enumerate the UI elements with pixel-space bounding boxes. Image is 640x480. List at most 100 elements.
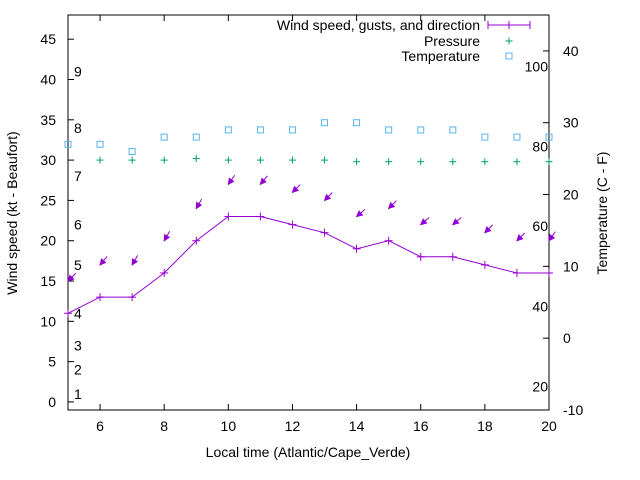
wind-point (320, 228, 329, 237)
y-right-tick-label: 40 (563, 43, 579, 59)
wind-point (288, 220, 297, 229)
pressure-point (449, 158, 457, 166)
beaufort-label: 3 (74, 338, 82, 354)
legend-label-wind: Wind speed, gusts, and direction (277, 17, 480, 33)
temperature-point (288, 126, 296, 134)
temperature-point (224, 126, 232, 134)
y-left-tick-label: 45 (40, 31, 56, 47)
x-tick-label: 14 (349, 418, 365, 434)
temperature-point (256, 126, 264, 134)
temperature-point (385, 126, 393, 134)
pressure-point (385, 158, 393, 166)
temperature-point (449, 126, 457, 134)
gust-arrow (131, 255, 139, 266)
y-left-axis-title: Wind speed (kt - Beaufort) (4, 131, 20, 294)
fahrenheit-label: 20 (532, 378, 548, 394)
x-tick-label: 20 (541, 418, 557, 434)
gust-arrow (163, 230, 171, 242)
x-axis-title: Local time (Atlantic/Cape_Verde) (206, 444, 411, 460)
series-layer (64, 119, 556, 318)
pressure-point (256, 156, 264, 164)
y-left-tick-label: 30 (40, 152, 56, 168)
beaufort-label: 7 (74, 168, 82, 184)
beaufort-labels: 1 2 3 4 5 6 7 8 9 (74, 63, 82, 401)
plot-frame (67, 14, 550, 411)
fahrenheit-label: 100 (525, 59, 549, 75)
gust-arrow (451, 217, 462, 226)
x-tick-label: 16 (413, 418, 429, 434)
legend-mark-pressure (505, 37, 513, 45)
pressure-point (481, 158, 489, 166)
temperature-point (96, 140, 104, 148)
temperature-point (128, 147, 136, 155)
pressure-point (321, 156, 329, 164)
wind-speed-line (67, 216, 549, 314)
x-tick-label: 8 (160, 418, 168, 434)
gust-arrow (195, 198, 203, 210)
temperature-point (513, 133, 521, 141)
pressure-point (96, 156, 104, 164)
gust-arrow (67, 272, 77, 282)
temperature-point (417, 126, 425, 134)
x-axis-ticks: 6 8 10 12 14 16 18 20 (96, 15, 557, 434)
series-wind (64, 174, 556, 318)
wind-point (512, 268, 521, 277)
beaufort-label: 9 (74, 63, 82, 79)
series-pressure (96, 154, 553, 166)
temperature-point (321, 119, 329, 127)
gust-arrow (99, 256, 108, 266)
wind-point (192, 236, 201, 245)
fahrenheit-label: 40 (532, 299, 548, 315)
y-right-axis-ticks: -10 0 10 20 30 40 (543, 43, 583, 418)
y-left-tick-label: 25 (40, 192, 56, 208)
y-left-tick-label: 35 (40, 112, 56, 128)
beaufort-label: 4 (74, 305, 82, 321)
wind-point (352, 244, 361, 253)
y-right-tick-label: -10 (563, 402, 583, 418)
y-left-tick-label: 5 (48, 354, 56, 370)
y-left-tick-label: 0 (48, 394, 56, 410)
y-left-tick-label: 15 (40, 273, 56, 289)
gust-arrow (516, 232, 526, 242)
beaufort-label: 6 (74, 217, 82, 233)
pressure-point (353, 158, 361, 166)
wind-point (96, 293, 105, 302)
beaufort-label: 1 (74, 386, 82, 402)
temperature-point (192, 133, 200, 141)
x-tick-label: 12 (285, 418, 301, 434)
gust-arrow (323, 192, 333, 202)
wind-point (128, 293, 137, 302)
y-left-axis-ticks: 0 5 10 15 20 25 30 35 40 45 (40, 31, 74, 410)
x-tick-label: 10 (221, 418, 237, 434)
wind-point (480, 260, 489, 269)
legend-mark-temperature (505, 52, 513, 60)
fahrenheit-labels: 20 40 60 80 100 (525, 59, 549, 395)
pressure-point (545, 158, 553, 166)
y-left-tick-label: 10 (40, 313, 56, 329)
wind-point (545, 268, 553, 277)
pressure-point (160, 156, 168, 164)
gust-arrow (548, 231, 556, 242)
y-left-tick-label: 40 (40, 71, 56, 87)
x-tick-label: 6 (96, 418, 104, 434)
gust-arrow (291, 184, 301, 194)
wind-point (256, 212, 265, 221)
wind-point (160, 268, 169, 277)
wind-point (416, 252, 425, 261)
pressure-point (128, 156, 136, 164)
temperature-point (481, 133, 489, 141)
x-tick-label: 18 (477, 418, 493, 434)
beaufort-label: 5 (74, 257, 82, 273)
wind-point (448, 252, 457, 261)
wind-point (384, 236, 393, 245)
y-right-tick-label: 10 (563, 258, 579, 274)
temperature-point (545, 133, 553, 141)
pressure-point (513, 158, 521, 166)
legend-label-pressure: Pressure (424, 33, 480, 49)
gust-arrow (484, 224, 493, 234)
wind-point (64, 309, 72, 318)
beaufort-label: 8 (74, 120, 82, 136)
fahrenheit-label: 60 (532, 218, 548, 234)
gust-arrow (355, 209, 366, 218)
